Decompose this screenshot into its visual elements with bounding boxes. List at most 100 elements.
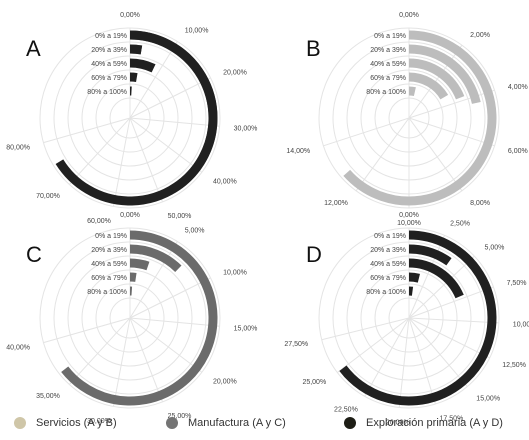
tick-label: 6,00% [508,148,528,155]
legend-label-exploracion: Exploración primaria (A y D) [366,417,503,429]
panel-b: 0,00% 2,00% 4,00% 6,00% 8,00% 10,00% 12,00% 14,… [286,12,527,227]
category-label: 40% a 59% [91,61,127,68]
bar-exploracion-primaria-60-a-79 [408,272,420,283]
grid-spoke [321,317,410,341]
category-label: 40% a 59% [91,261,127,268]
tick-label: 5,00% [485,245,505,252]
grid-spoke [408,286,494,319]
category-label: 60% a 79% [91,275,127,282]
grid-spoke [398,317,410,408]
grid-spoke [129,41,178,119]
grid-spoke [337,317,410,373]
panel-letter: A [26,36,41,61]
tick-label: 40,00% [213,179,237,186]
tick-label: 15,00% [234,326,258,333]
grid-spoke [408,317,468,387]
legend-label-servicios: Servicios (A y B) [36,417,117,429]
tick-label: 25,00% [168,413,192,420]
tick-label: 35,00% [36,393,60,400]
tick-label: 0,00% [120,12,140,19]
grid-spoke [408,255,475,319]
grid-spoke [408,317,490,359]
grid-spoke [129,117,203,173]
bar-exploracion-primaria-0-a-19 [55,30,218,206]
tick-label: 5,00% [185,228,205,235]
category-label: 0% a 19% [95,33,127,40]
tick-label: 20,00% [386,419,410,426]
grid-spoke [129,117,220,127]
category-label: 20% a 39% [91,47,127,54]
category-label: 80% a 100% [87,89,127,96]
tick-label: 2,00% [470,32,490,39]
category-label: 20% a 39% [370,247,406,254]
bar-manufactura-40-a-59 [129,258,150,271]
bar-exploracion-primaria-20-a-39 [129,44,143,55]
legend-swatch-manufactura [166,417,178,429]
tick-label: 30,00% [87,418,111,425]
grid-spoke [408,89,495,119]
tick-label: 50,00% [168,213,192,220]
bar-servicios-40-a-59 [408,58,465,100]
tick-label: 15,00% [476,395,500,402]
grid-spoke [112,117,131,207]
grid-spoke [43,117,131,144]
tick-label: 0,00% [120,212,140,219]
category-label: 0% a 19% [374,33,406,40]
tick-label: 20,00% [223,70,247,77]
bar-servicios-0-a-19 [343,30,497,206]
bar-servicios-80-a-100 [408,86,416,97]
legend-item-manufactura: Manufactura (A y C) [166,417,286,429]
tick-label: 14,00% [286,148,310,155]
grid-spoke [129,317,163,403]
grid-spoke [129,317,220,327]
bar-exploracion-primaria-20-a-39 [408,244,452,266]
tick-label: 22,50% [334,407,358,414]
panel-c: 0,00% 5,00% 10,00% 15,00% 20,00% 25,00% 30,00%… [6,212,257,425]
category-label: 60% a 79% [370,275,406,282]
panel-d: 0,00% 2,50% 5,00% 7,50% 10,00% 12,50% 15,00% 17… [284,212,529,426]
grid-spoke [408,235,446,319]
grid-spoke [112,317,131,407]
grid-spoke [408,317,499,324]
category-label: 20% a 39% [91,247,127,254]
grid-spoke [129,241,178,319]
grid-spoke [43,317,131,344]
grid-spoke [129,117,163,203]
category-label: 20% a 39% [370,47,406,54]
grid-spoke [323,117,410,147]
category-label: 0% a 19% [95,233,127,240]
panel-letter: C [26,242,42,267]
legend-swatch-servicios [14,417,26,429]
tick-label: 10,00% [223,270,247,277]
tick-label: 80,00% [6,145,30,152]
grid-spoke [408,117,463,192]
panel-a: 0,00% 10,00% 20,00% 30,00% 40,00% 50,00% 60,00… [6,12,257,225]
tick-label: 8,00% [470,200,490,207]
panel-letter: B [306,36,321,61]
tick-label: 40,00% [6,345,30,352]
tick-label: 10,00% [185,28,209,35]
category-label: 80% a 100% [366,89,406,96]
category-label: 80% a 100% [366,289,406,296]
tick-label: 12,50% [502,362,526,369]
tick-label: 30,00% [234,126,258,133]
tick-label: 27,50% [284,341,308,348]
tick-label: 17,50% [440,415,464,422]
tick-label: 0,00% [399,12,419,19]
legend-item-exploracion: Exploración primaria (A y D) [344,417,503,429]
grid-spoke [129,77,211,119]
grid-spoke [355,117,410,192]
grid-spoke [408,317,436,405]
grid-spoke [364,317,410,397]
legend: Servicios (A y B) Manufactura (A y C) Ex… [0,412,529,440]
bar-manufactura-20-a-39 [129,244,182,273]
tick-label: 2,50% [450,221,470,228]
tick-label: 20,00% [213,379,237,386]
tick-label: 70,00% [36,193,60,200]
tick-label: 12,00% [324,200,348,207]
bar-manufactura-0-a-19 [61,230,218,406]
bar-servicios-20-a-39 [408,44,481,105]
tick-label: 60,00% [87,218,111,225]
grid-spoke [129,317,203,373]
